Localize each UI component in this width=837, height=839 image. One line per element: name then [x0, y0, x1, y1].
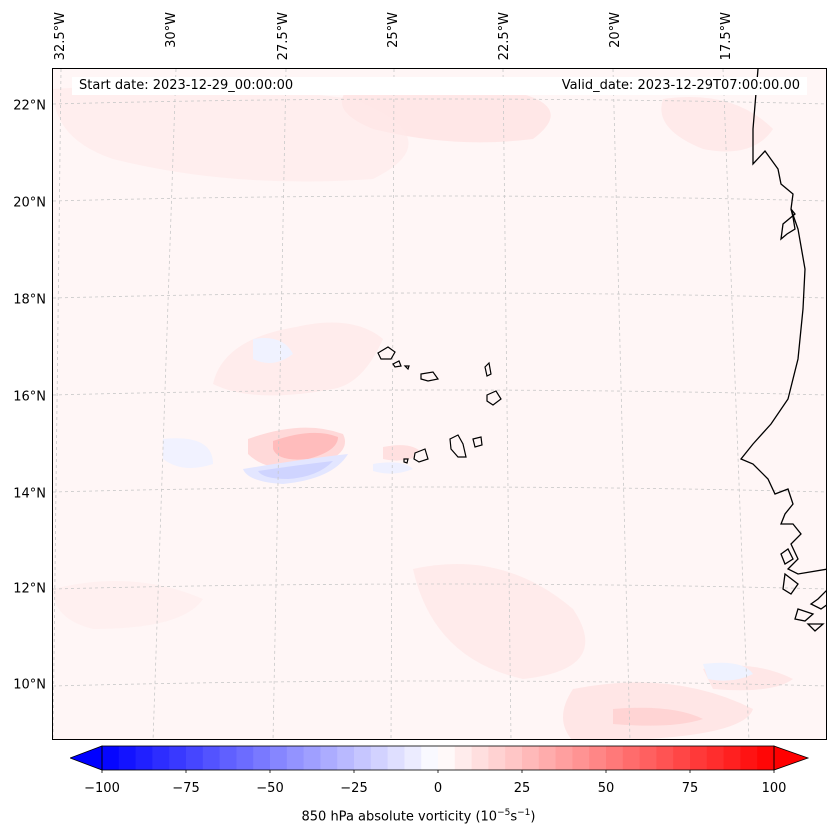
colorbar-segment — [488, 746, 506, 770]
lat-label-18n: 18°N — [13, 292, 46, 308]
lat-label-12n: 12°N — [13, 581, 46, 597]
colorbar-segment — [286, 746, 305, 770]
colorbar-segment — [421, 746, 439, 770]
colorbar-segment — [303, 746, 321, 770]
colorbar-segment — [538, 746, 557, 770]
cb-tick-label: 50 — [597, 781, 615, 796]
colorbar-segment — [740, 746, 758, 770]
lat-label-16n: 16°N — [13, 389, 46, 405]
colorbar-segment — [606, 746, 624, 770]
colorbar-segment — [202, 746, 221, 770]
colorbar-label-prefix: 850 hPa absolute vorticity (10 — [301, 809, 498, 825]
colorbar-segment — [253, 746, 271, 770]
colorbar-segment — [118, 746, 137, 770]
colorbar-segment — [387, 746, 405, 770]
colorbar-label: 850 hPa absolute vorticity (10−5s−1) — [0, 808, 837, 824]
cb-tick-label: −75 — [172, 781, 200, 796]
colorbar-segment — [522, 746, 540, 770]
colorbar-segment — [354, 746, 372, 770]
lat-label-20n: 20°N — [13, 195, 46, 211]
colorbar-segment — [219, 746, 237, 770]
colorbar-segments — [70, 745, 810, 771]
colorbar-segment — [320, 746, 338, 770]
colorbar-segment — [270, 746, 288, 770]
colorbar-segment — [572, 746, 590, 770]
colorbar-segment — [337, 746, 355, 770]
map-panel — [52, 68, 827, 740]
lon-label-20w: 20°W — [608, 12, 623, 48]
colorbar-label-exp1: −5 — [497, 808, 511, 818]
cb-tick-label: 75 — [681, 781, 699, 796]
colorbar-segment — [656, 746, 674, 770]
colorbar-segment — [723, 746, 741, 770]
colorbar-segment — [706, 746, 725, 770]
lon-label-22-5w: 22.5°W — [497, 12, 512, 61]
lon-label-30w: 30°W — [164, 12, 179, 48]
lat-label-14n: 14°N — [13, 486, 46, 502]
lon-label-25w: 25°W — [386, 12, 401, 48]
colorbar-min-extend-arrow — [70, 745, 103, 771]
cb-tick-label: 25 — [513, 781, 531, 796]
colorbar-segment — [505, 746, 523, 770]
valid-date-label: Valid_date: 2023-12-29T07:00:00.00 — [561, 78, 800, 93]
lon-label-17-5w: 17.5°W — [719, 12, 734, 61]
colorbar-segment — [438, 746, 456, 770]
colorbar-segment — [152, 746, 170, 770]
colorbar-segment — [622, 746, 641, 770]
info-bar — [72, 77, 807, 95]
colorbar-segment — [102, 746, 120, 770]
cb-tick-label: −25 — [340, 781, 368, 796]
cb-tick-label: 0 — [433, 781, 443, 796]
lat-label-10n: 10°N — [13, 677, 46, 693]
colorbar-tick-marks — [101, 770, 775, 773]
colorbar-segment — [236, 746, 254, 770]
colorbar-max-extend-arrow — [773, 745, 810, 771]
colorbar-segment — [589, 746, 607, 770]
colorbar-segment — [471, 746, 489, 770]
colorbar-segment — [555, 746, 573, 770]
colorbar-segment — [757, 746, 775, 770]
colorbar-segment — [454, 746, 473, 770]
cape-verde-islands — [377, 346, 502, 464]
coastline — [739, 69, 826, 632]
start-date-label: Start date: 2023-12-29_00:00:00 — [79, 78, 294, 93]
cb-tick-label: −50 — [256, 781, 284, 796]
colorbar — [70, 745, 810, 773]
graticule — [53, 69, 826, 739]
lon-label-32-5w: 32.5°W — [53, 12, 68, 61]
cb-tick-label: −100 — [84, 781, 120, 796]
colorbar-segment — [690, 746, 708, 770]
colorbar-segment — [370, 746, 389, 770]
colorbar-segment — [639, 746, 657, 770]
colorbar-segment — [404, 746, 422, 770]
cb-tick-label: 100 — [761, 781, 787, 796]
vorticity-field — [53, 80, 793, 739]
colorbar-segment — [186, 746, 204, 770]
colorbar-segment — [673, 746, 691, 770]
colorbar-segment — [169, 746, 187, 770]
colorbar-label-unit: s — [510, 809, 518, 825]
colorbar-segment — [135, 746, 153, 770]
colorbar-label-exp2: −1 — [517, 808, 531, 818]
lon-label-27-5w: 27.5°W — [276, 12, 291, 61]
lat-label-22n: 22°N — [13, 98, 46, 114]
colorbar-label-suffix: ) — [530, 809, 536, 825]
map-canvas — [53, 69, 826, 739]
